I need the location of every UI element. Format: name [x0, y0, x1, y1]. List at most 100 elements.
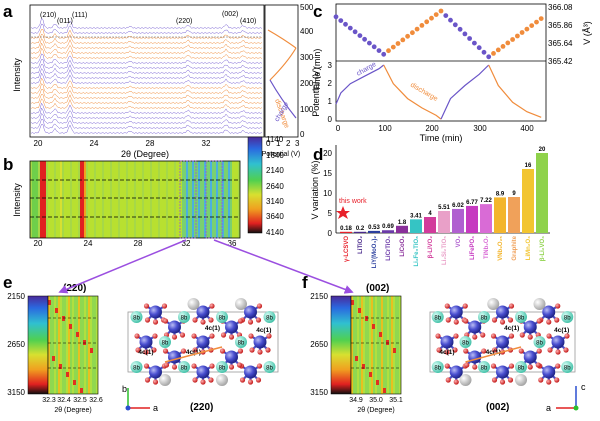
- heatmap-column: [60, 161, 63, 238]
- metal-atom: [253, 335, 267, 349]
- bar-value-label: 8.9: [496, 191, 505, 197]
- heatmap-column: [142, 161, 145, 238]
- panel-f-axes-icon: [556, 386, 579, 411]
- bar-category-label: VO₂: [456, 236, 462, 248]
- oxygen-atom: [507, 377, 514, 383]
- heatmap-hotspot: [376, 380, 379, 385]
- oxygen-atom: [228, 364, 235, 370]
- heatmap-column: [54, 296, 57, 394]
- heatmap-hotspot: [90, 348, 93, 353]
- bar: [438, 210, 450, 233]
- oxygen-atom: [247, 319, 254, 325]
- heatmap-column: [62, 161, 65, 238]
- oxygen-atom: [220, 332, 227, 338]
- heatmap-column: [86, 296, 89, 394]
- oxygen-atom: [143, 303, 150, 309]
- oxygen-atom: [535, 362, 541, 368]
- oxygen-atom: [191, 333, 197, 339]
- heatmap-column: [210, 161, 213, 238]
- metal-atom: [468, 320, 482, 334]
- this-work-label: this work: [339, 198, 367, 205]
- volume-point: [510, 37, 515, 42]
- oxygen-atom: [444, 303, 450, 309]
- heatmap-column: [158, 161, 161, 238]
- metal-atom: [244, 365, 257, 379]
- heatmap-column: [160, 161, 163, 238]
- oxygen-atom: [143, 349, 149, 355]
- oxygen-atom: [209, 363, 215, 369]
- heatmap-column: [66, 296, 69, 394]
- oxygen-atom: [257, 349, 263, 355]
- volume-point: [448, 17, 453, 23]
- bar-value-label: 3.41: [410, 213, 422, 219]
- oxygen-atom: [248, 333, 254, 339]
- svg-text:28: 28: [146, 139, 155, 148]
- heatmap-column: [196, 161, 199, 238]
- svg-text:34.9: 34.9: [349, 397, 363, 404]
- heatmap-column: [383, 296, 386, 394]
- panel-b-label: b: [3, 155, 13, 174]
- oxygen-atom: [481, 348, 487, 354]
- bar-value-label: 0.69: [382, 224, 394, 230]
- heatmap-column: [104, 161, 107, 238]
- oxygen-atom: [555, 363, 561, 369]
- panel-e-xticks: 32.3 32.4 32.5 32.6: [42, 397, 103, 404]
- volume-point: [405, 33, 410, 39]
- heatmap-column: [363, 296, 366, 394]
- oxygen-atom: [152, 379, 159, 385]
- volume-point: [333, 14, 339, 20]
- panel-d-ylabel: V variation (%): [310, 160, 320, 219]
- oxygen-atom: [445, 317, 451, 323]
- svg-text:3: 3: [295, 139, 300, 148]
- heatmap-column: [182, 161, 185, 238]
- volume-point: [524, 26, 530, 32]
- oxygen-atom: [453, 379, 459, 385]
- site-4c1-label: 4c(1): [205, 325, 220, 332]
- heatmap-column: [52, 161, 55, 238]
- svg-text:400: 400: [300, 27, 314, 36]
- heatmap-column: [84, 161, 87, 238]
- oxygen-atom: [162, 318, 169, 324]
- metal-atom: [196, 335, 210, 349]
- oxygen-atom: [163, 362, 170, 368]
- svg-text:1: 1: [276, 139, 281, 148]
- metal-atom: [168, 350, 181, 364]
- panel-a-right-yticks: 0 100 200 300 400 500: [300, 3, 314, 139]
- oxygen-atom: [547, 347, 553, 353]
- volume-point: [352, 29, 358, 35]
- heatmap-column: [86, 161, 89, 238]
- heatmap-column: [56, 161, 59, 238]
- white-atom: [187, 298, 200, 310]
- heatmap-column: [176, 161, 179, 238]
- plane-line: [465, 346, 522, 363]
- oxygen-atom: [143, 363, 150, 369]
- site-8b-label: 8b: [181, 366, 188, 372]
- oxygen-atom: [462, 303, 468, 309]
- heatmap-column: [192, 161, 195, 238]
- panel-c-xticks: 0 100 200 300 400: [336, 124, 534, 133]
- bar: [382, 230, 394, 233]
- oxygen-atom: [200, 319, 206, 325]
- oxygen-atom: [219, 348, 226, 354]
- panel-e-label: e: [3, 273, 12, 292]
- heatmap-column: [355, 296, 358, 394]
- heatmap-column: [238, 161, 241, 238]
- oxygen-atom: [436, 347, 442, 353]
- xrd-pattern-line: [30, 93, 263, 104]
- heatmap-column: [130, 161, 133, 238]
- heatmap-column: [116, 161, 119, 238]
- oxygen-atom: [256, 303, 263, 309]
- oxygen-atom: [152, 333, 158, 339]
- heatmap-column: [156, 161, 159, 238]
- heatmap-column: [184, 161, 187, 238]
- heatmap-hotspot: [52, 356, 55, 361]
- volume-point: [500, 44, 506, 49]
- svg-text:32: 32: [182, 239, 191, 248]
- heatmap-column: [92, 296, 95, 394]
- xrd-pattern-line: [30, 63, 263, 74]
- metal-atom: [449, 365, 463, 379]
- bar: [452, 208, 464, 233]
- oxygen-atom: [507, 317, 514, 323]
- heatmap-column: [144, 161, 147, 238]
- panel-d-yticks: 0 5 10 15 20: [323, 149, 332, 238]
